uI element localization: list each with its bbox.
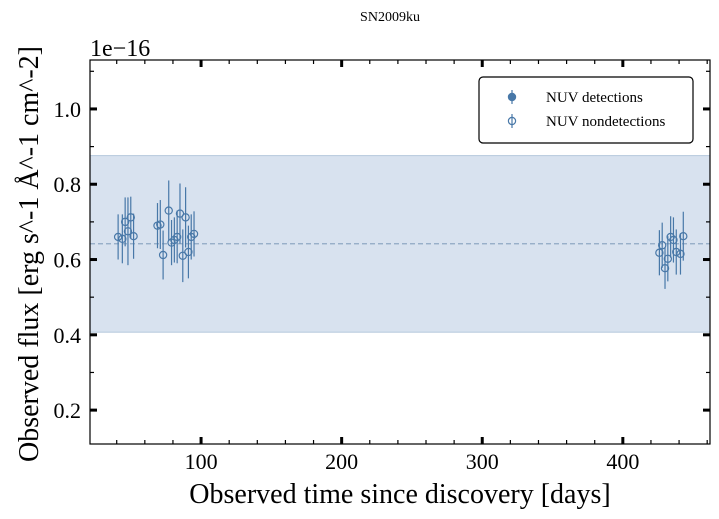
data-point <box>167 238 176 247</box>
legend-label: NUV detections <box>546 90 643 106</box>
data-point <box>120 217 130 227</box>
data-point <box>663 254 673 263</box>
data-point <box>669 235 678 245</box>
data-point <box>158 250 168 260</box>
legend-box <box>478 76 694 144</box>
x-tick-label: 200 <box>325 449 358 474</box>
x-tick-label: 100 <box>185 449 218 474</box>
plot-frame <box>89 59 711 445</box>
data-point <box>679 231 688 241</box>
data-point <box>113 232 123 242</box>
data-point <box>184 247 193 257</box>
legend-label: NUV nondetections <box>546 114 665 130</box>
data-point <box>181 213 190 222</box>
data-point <box>655 248 664 257</box>
data-point <box>178 251 187 260</box>
data-point <box>129 231 138 241</box>
x-tick-label: 300 <box>466 449 499 474</box>
data-point <box>676 249 685 259</box>
data-point <box>118 234 127 244</box>
y-tick-label: 0.4 <box>54 323 82 348</box>
x-tick-label: 400 <box>606 449 639 474</box>
legend-marker <box>507 116 517 126</box>
legend: NUV detections NUV nondetections <box>478 76 694 144</box>
data-point <box>175 209 185 218</box>
y-offset-label: 1e−16 <box>90 36 150 62</box>
y-tick-label: 0.6 <box>54 248 82 273</box>
data-point <box>156 220 165 229</box>
axis-ticks: 100 200 300 400 0.2 0.4 0.6 0.8 1.0 <box>54 59 711 474</box>
y-axis-label: Observed flux [erg s^-1 Å^-1 cm^-2] <box>14 46 45 462</box>
data-point <box>660 263 670 273</box>
y-tick-label: 0.2 <box>54 398 82 423</box>
data-point <box>123 227 133 236</box>
data-point <box>189 229 199 239</box>
legend-entry: NUV nondetections <box>507 114 665 130</box>
data-point <box>172 232 182 242</box>
y-tick-label: 0.8 <box>54 172 82 197</box>
x-axis-label: Observed time since discovery [days] <box>189 479 610 510</box>
data-point <box>672 247 681 257</box>
data-point <box>657 241 667 250</box>
data-point <box>126 213 135 222</box>
chart-title: SN2009ku <box>360 10 420 25</box>
legend-marker <box>507 92 517 102</box>
y-tick-label: 1.0 <box>54 97 82 122</box>
plot-area <box>89 155 711 333</box>
data-point <box>164 206 173 215</box>
legend-entry: NUV detections <box>507 90 643 106</box>
